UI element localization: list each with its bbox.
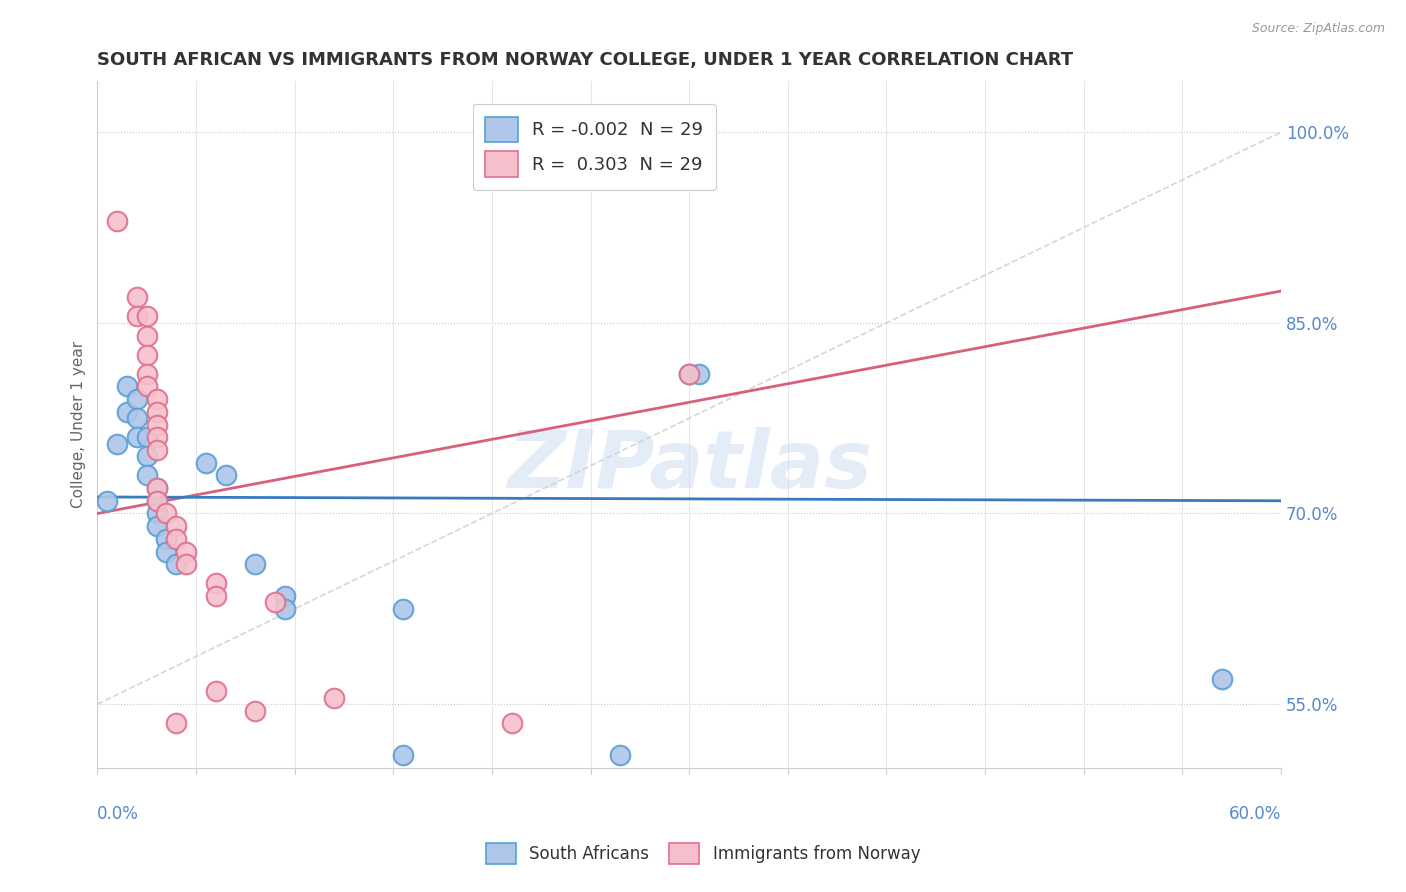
Point bbox=[214, 468, 236, 483]
Point bbox=[135, 379, 157, 393]
Point bbox=[323, 690, 346, 705]
Point bbox=[125, 392, 148, 406]
Point bbox=[1211, 672, 1233, 686]
Point bbox=[105, 214, 128, 228]
Point bbox=[204, 576, 226, 591]
Point bbox=[243, 558, 266, 572]
Point bbox=[274, 602, 297, 616]
Point bbox=[145, 493, 167, 508]
Point bbox=[155, 544, 177, 558]
Point bbox=[145, 493, 167, 508]
Point bbox=[125, 411, 148, 425]
Text: ZIPatlas: ZIPatlas bbox=[506, 426, 872, 505]
Point bbox=[145, 481, 167, 495]
Point bbox=[204, 589, 226, 603]
Legend: R = -0.002  N = 29, R =  0.303  N = 29: R = -0.002 N = 29, R = 0.303 N = 29 bbox=[472, 104, 716, 189]
Text: 0.0%: 0.0% bbox=[97, 805, 139, 823]
Y-axis label: College, Under 1 year: College, Under 1 year bbox=[72, 341, 86, 508]
Point bbox=[609, 747, 631, 762]
Point bbox=[135, 430, 157, 444]
Point bbox=[145, 430, 167, 444]
Point bbox=[243, 704, 266, 718]
Point bbox=[392, 602, 415, 616]
Point bbox=[145, 442, 167, 457]
Point bbox=[155, 532, 177, 546]
Point bbox=[135, 310, 157, 324]
Text: SOUTH AFRICAN VS IMMIGRANTS FROM NORWAY COLLEGE, UNDER 1 YEAR CORRELATION CHART: SOUTH AFRICAN VS IMMIGRANTS FROM NORWAY … bbox=[97, 51, 1073, 69]
Point bbox=[264, 595, 287, 609]
Text: Source: ZipAtlas.com: Source: ZipAtlas.com bbox=[1251, 22, 1385, 36]
Point bbox=[135, 367, 157, 381]
Point bbox=[135, 450, 157, 464]
Point bbox=[392, 747, 415, 762]
Point bbox=[135, 348, 157, 362]
Point bbox=[174, 558, 197, 572]
Text: 60.0%: 60.0% bbox=[1229, 805, 1281, 823]
Point bbox=[125, 290, 148, 304]
Point bbox=[96, 493, 118, 508]
Point bbox=[115, 379, 138, 393]
Point bbox=[165, 716, 187, 731]
Point bbox=[688, 367, 710, 381]
Point bbox=[145, 392, 167, 406]
Point bbox=[165, 532, 187, 546]
Point bbox=[125, 430, 148, 444]
Point bbox=[678, 367, 700, 381]
Point bbox=[174, 544, 197, 558]
Point bbox=[125, 310, 148, 324]
Point bbox=[145, 519, 167, 533]
Point bbox=[135, 468, 157, 483]
Point bbox=[274, 589, 297, 603]
Point bbox=[194, 456, 217, 470]
Point bbox=[145, 405, 167, 419]
Point bbox=[135, 328, 157, 343]
Point bbox=[165, 519, 187, 533]
Point bbox=[105, 436, 128, 450]
Point bbox=[204, 684, 226, 698]
Point bbox=[115, 405, 138, 419]
Point bbox=[501, 716, 523, 731]
Legend: South Africans, Immigrants from Norway: South Africans, Immigrants from Norway bbox=[479, 837, 927, 871]
Point bbox=[145, 507, 167, 521]
Point bbox=[145, 481, 167, 495]
Point bbox=[155, 507, 177, 521]
Point bbox=[165, 558, 187, 572]
Point bbox=[678, 367, 700, 381]
Point bbox=[145, 417, 167, 432]
